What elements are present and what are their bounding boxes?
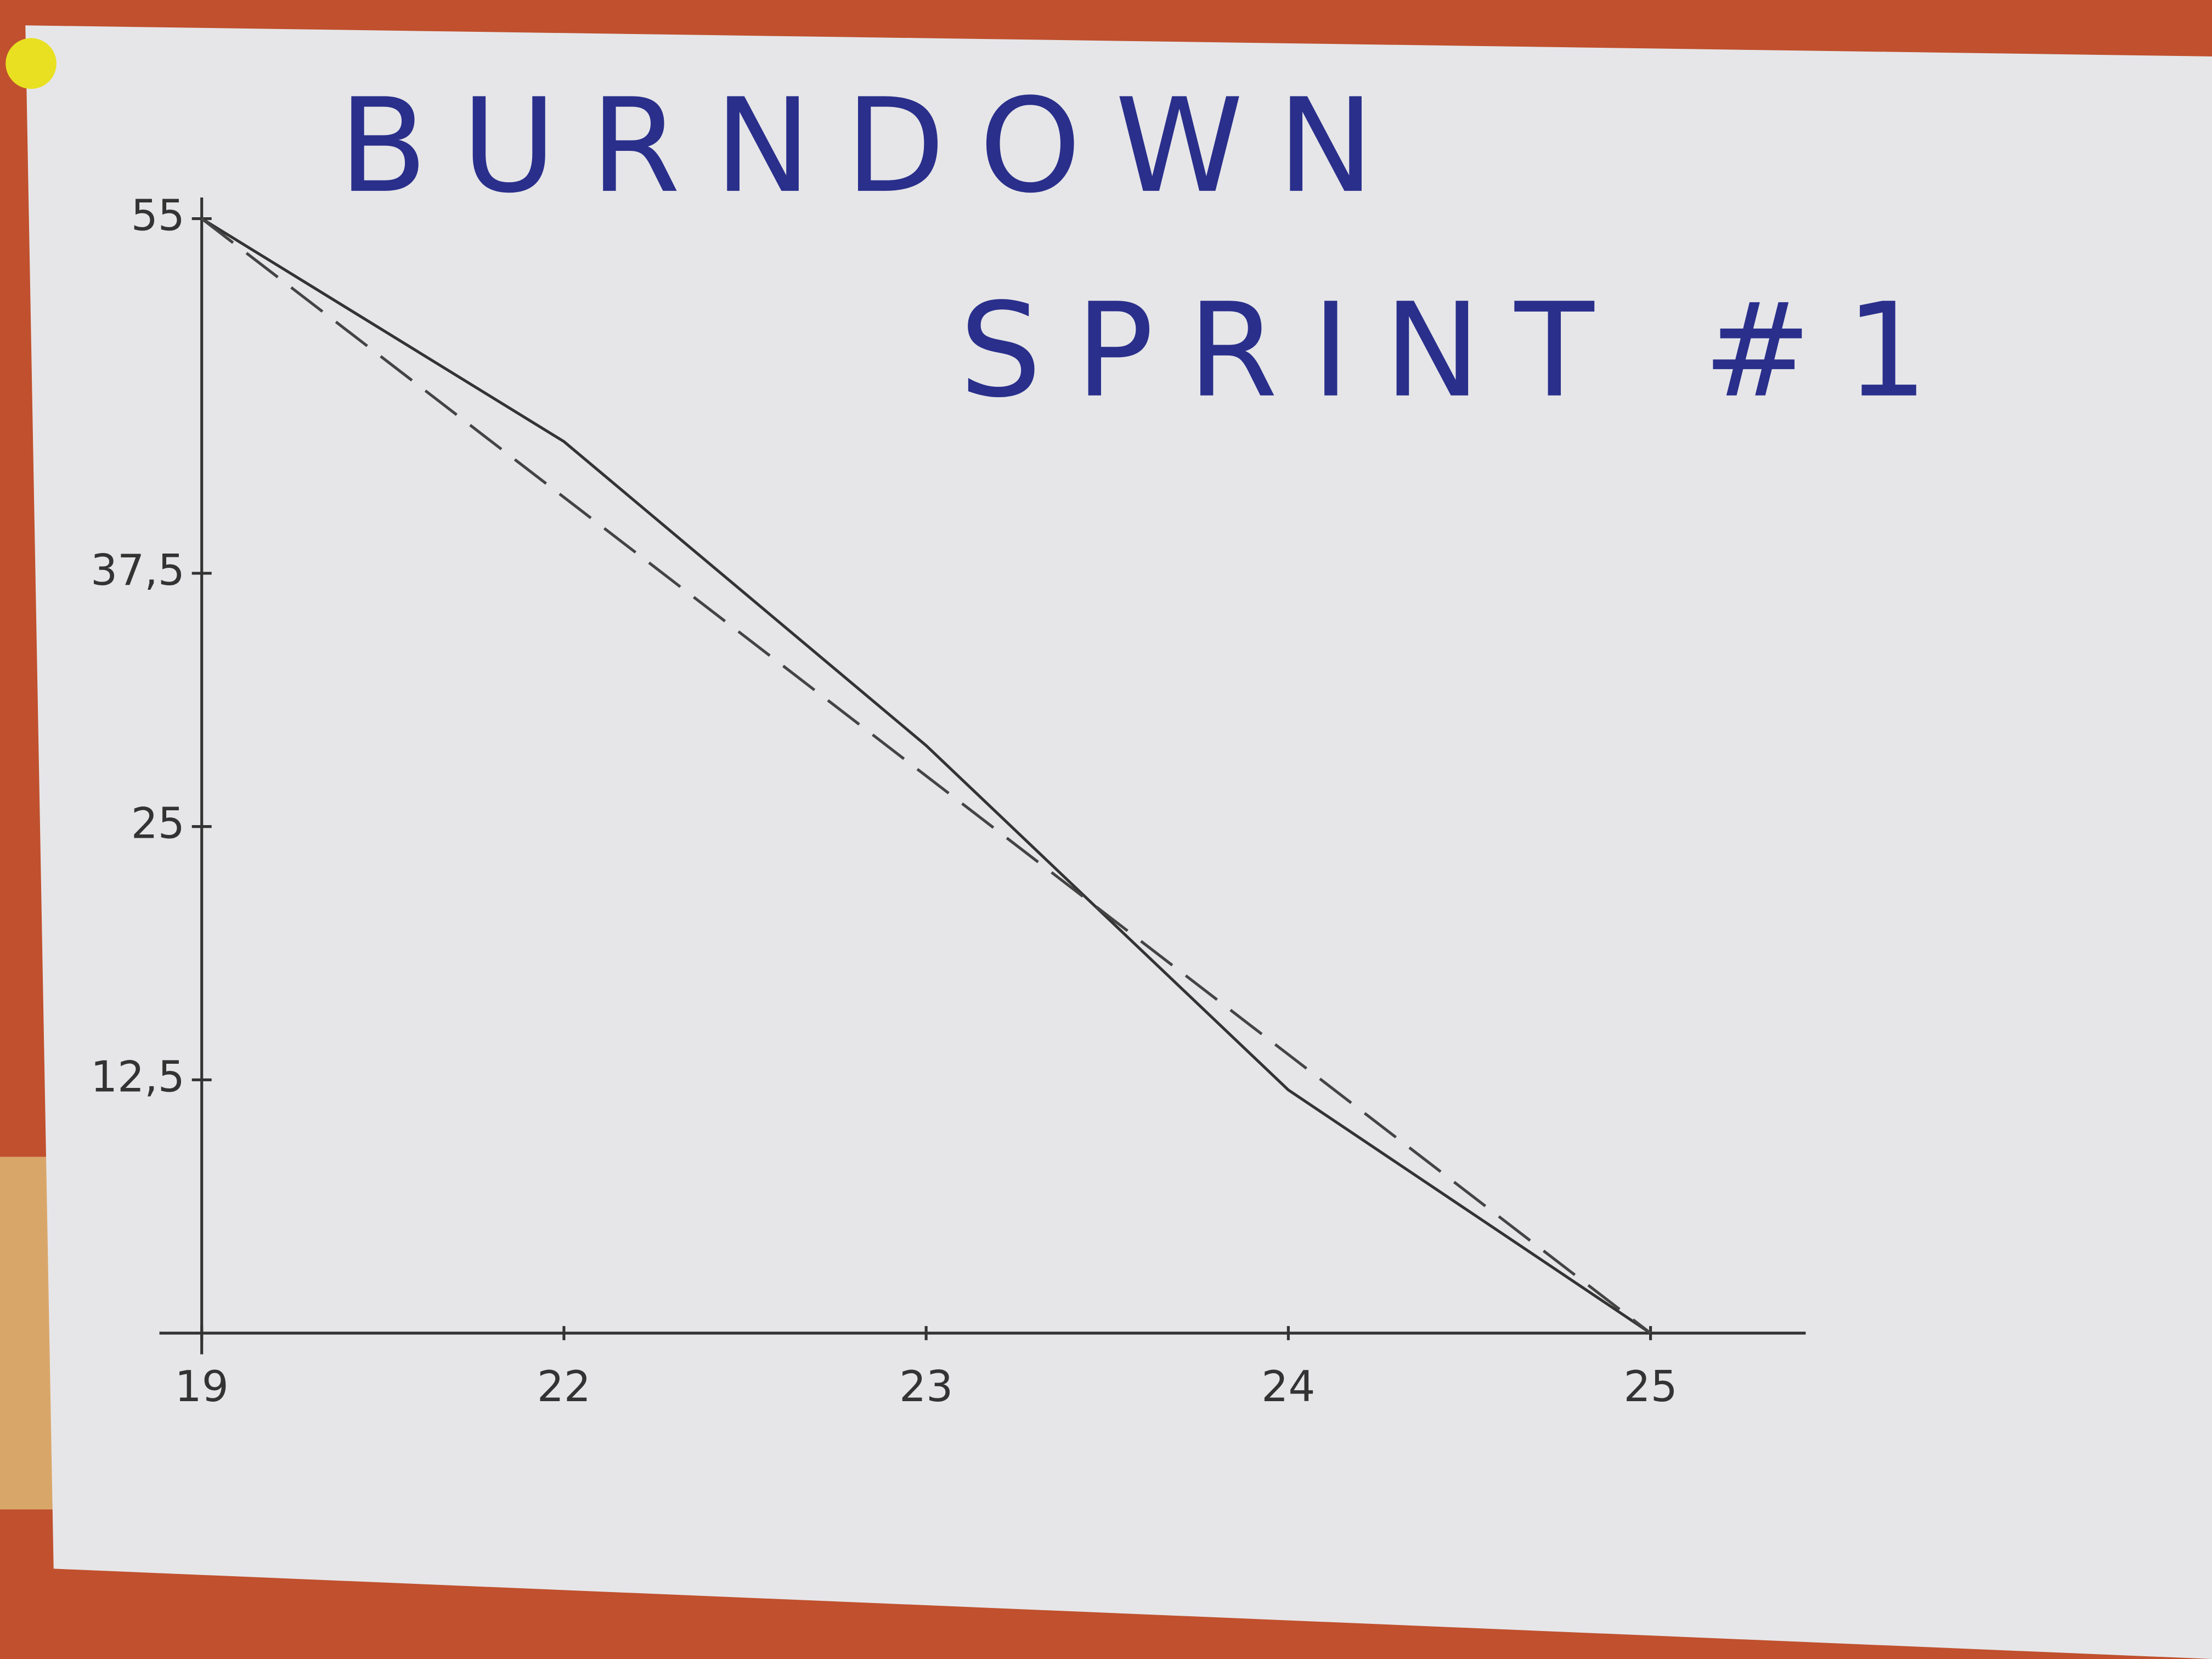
x-tick-label: 19 [175, 1362, 229, 1412]
x-tick-label: 22 [537, 1362, 591, 1412]
pin [5, 38, 57, 89]
y-tick-label: 55 [131, 191, 185, 241]
wood-edge [0, 1156, 57, 1510]
paper [25, 25, 2212, 1659]
y-tick-label: 37,5 [91, 546, 185, 595]
series-line [201, 217, 1652, 1335]
x-tick-label: 25 [1624, 1362, 1678, 1412]
title-line: BURNDOWN [338, 70, 1408, 222]
x-tick-label: 24 [1261, 1362, 1315, 1412]
title-line: SPRINT #1 [960, 275, 1962, 426]
chart-title: BURNDOWN SPRINT #1 [338, 70, 1962, 426]
plot: BURNDOWN SPRINT #1 12,5 25 37,5 55 19 22 23 24 25 [91, 70, 1962, 1412]
y-tick-label: 12,5 [91, 1052, 185, 1102]
x-tick-label: 23 [899, 1362, 953, 1412]
y-tick-label: 25 [131, 799, 185, 849]
series-line [201, 217, 1652, 1335]
